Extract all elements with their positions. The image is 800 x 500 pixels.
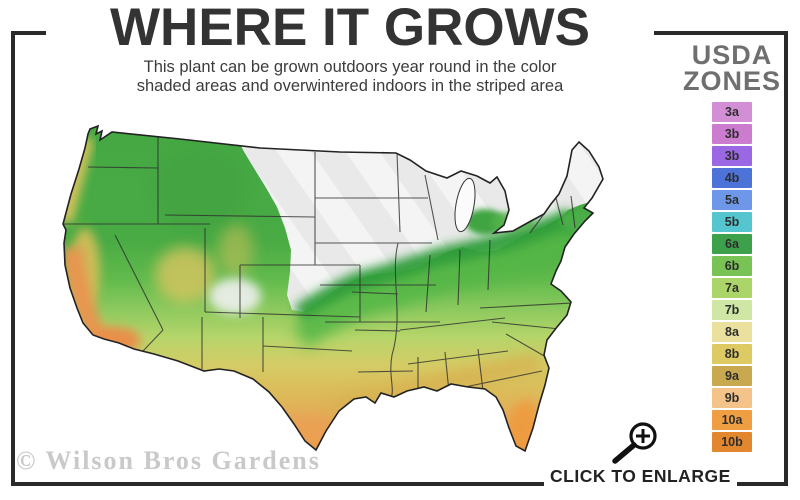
state-borders	[64, 133, 576, 401]
zone-chip: 4b	[712, 168, 752, 188]
zone-chip: 5b	[712, 212, 752, 232]
watermark: © Wilson Bros Gardens	[16, 446, 321, 475]
subtitle: This plant can be grown outdoors year ro…	[46, 58, 654, 95]
zone-chip: 8b	[712, 344, 752, 364]
legend-title-line-1: USDA	[691, 40, 773, 70]
click-to-enlarge-button[interactable]: CLICK TO ENLARGE	[544, 464, 737, 491]
zone-chip: 3b	[712, 146, 752, 166]
subtitle-line-1: This plant can be grown outdoors year ro…	[143, 58, 557, 76]
us-outline	[62, 124, 604, 453]
zone-chip: 3a	[712, 102, 752, 122]
zone-chip: 9a	[712, 366, 752, 386]
lake-michigan	[454, 177, 476, 233]
zone-chip: 6a	[712, 234, 752, 254]
magnifier-plus-icon[interactable]	[603, 418, 658, 468]
subtitle-line-2: shaded areas and overwintered indoors in…	[136, 76, 564, 95]
zone-chip: 8a	[712, 322, 752, 342]
zone-chip-list: 3a 3b 3b 4b 5a 5b 6a 6b 7a 7b 8a 8b 9a 9…	[676, 102, 788, 452]
zone-chip: 7a	[712, 278, 752, 298]
legend-title-line-2: ZONES	[682, 66, 781, 96]
zone-chip: 3b	[712, 124, 752, 144]
header: WHERE IT GROWS This plant can be grown o…	[46, 0, 654, 95]
legend-title: USDA ZONES	[676, 40, 788, 96]
zone-chip: 7b	[712, 300, 752, 320]
usda-zones-legend: USDA ZONES 3a 3b 3b 4b 5a 5b 6a 6b 7a 7b…	[676, 42, 788, 454]
zone-chip: 5a	[712, 190, 752, 210]
zone-chip: 6b	[712, 256, 752, 276]
zone-chip: 10a	[712, 410, 752, 430]
page-title: WHERE IT GROWS	[110, 0, 590, 57]
zone-chip: 9b	[712, 388, 752, 408]
zone-chip: 10b	[712, 432, 752, 452]
